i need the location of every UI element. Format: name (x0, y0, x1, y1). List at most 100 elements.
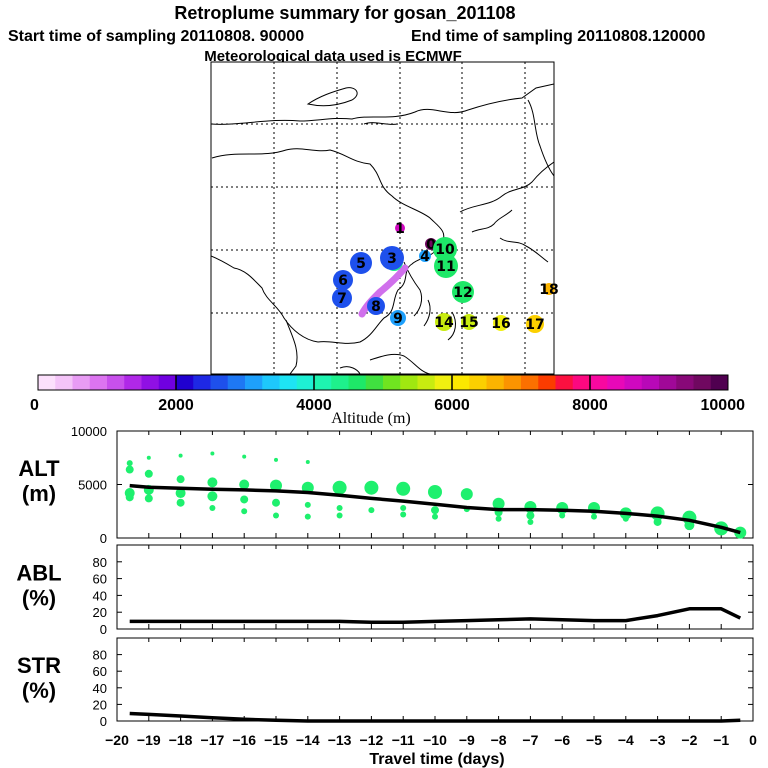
plume-marker (452, 281, 474, 303)
plume-marker (333, 270, 353, 290)
plume-marker (433, 237, 457, 261)
x-tick-label: −9 (459, 732, 475, 748)
altitude-dot (274, 457, 278, 462)
colorbar-swatch (365, 375, 384, 390)
x-tick-label: −7 (522, 732, 538, 748)
altitude-dot (270, 479, 282, 492)
altitude-dot (175, 488, 186, 499)
plume-marker-label: 15 (459, 315, 478, 331)
colorbar-swatch (314, 375, 332, 390)
colorbar-tick-label: 6000 (434, 397, 470, 414)
plume-marker-label: 3 (387, 251, 397, 267)
start-time-label: Start time of sampling 20110808. 90000 (8, 28, 304, 45)
altitude-dot (273, 512, 279, 519)
met-data-label: Meteorological data used is ECMWF (204, 48, 462, 65)
colorbar-frame (37, 374, 729, 391)
altitude-colorbar (37, 374, 729, 391)
plume-marker-label: 0 (426, 237, 436, 253)
y-tick-label: 40 (93, 588, 107, 603)
altitude-dot (622, 515, 629, 522)
panel-label-top: ALT (18, 456, 60, 481)
plume-marker-label: 11 (436, 259, 455, 275)
x-tick-label: −4 (618, 732, 634, 748)
end-time-label: End time of sampling 20110808.120000 (411, 28, 705, 45)
y-tick-label: 20 (93, 697, 107, 712)
altitude-dot (207, 491, 218, 502)
plume-marker-label: 5 (356, 256, 366, 272)
y-tick-label: 60 (93, 572, 107, 587)
plume-marker-label: 7 (337, 291, 347, 307)
x-tick-label: −1 (713, 732, 729, 748)
panel-frame (116, 637, 754, 722)
altitude-dot (368, 507, 375, 514)
colorbar-swatch (659, 375, 677, 390)
plume-marker-label: 1 (395, 221, 405, 237)
altitude-dot (556, 502, 569, 515)
altitude-dot (396, 481, 411, 496)
plume-marker (526, 315, 544, 333)
plume-marker-label: 17 (525, 317, 544, 333)
altitude-dot (125, 493, 134, 502)
map-panel: 01234567891011121415161718 (210, 61, 559, 375)
altitude-dot (241, 508, 248, 515)
colorbar-swatch (296, 375, 315, 390)
plume-marker-label: 12 (453, 285, 472, 301)
colorbar-swatch (383, 375, 401, 390)
y-tick-label: 0 (100, 531, 107, 546)
series-line (129, 711, 741, 723)
colorbar-swatch (607, 375, 625, 390)
altitude-dot (684, 520, 695, 531)
colorbar-swatch (434, 375, 453, 390)
plume-marker (419, 250, 431, 262)
altitude-dot (176, 475, 185, 484)
altitude-dot (653, 517, 662, 526)
altitude-dot (559, 512, 566, 519)
colorbar-swatch (227, 375, 246, 390)
colorbar-swatch (38, 375, 56, 390)
plume-marker-label: 14 (434, 315, 454, 331)
altitude-dot (304, 501, 311, 508)
plume-marker (461, 314, 477, 330)
x-tick-label: 0 (749, 732, 757, 748)
x-tick-label: −19 (137, 732, 161, 748)
colorbar-swatch (469, 375, 487, 390)
plume-marker (434, 254, 458, 278)
y-tick-label: 80 (93, 555, 107, 570)
altitude-dot (125, 465, 134, 474)
altitude-dot (495, 515, 502, 522)
plume-marker (367, 297, 385, 315)
altitude-dot (207, 477, 218, 488)
x-tick-label: −6 (554, 732, 570, 748)
altitude-dot (400, 511, 407, 518)
colorbar-swatch (348, 375, 367, 390)
altitude-dot (272, 498, 280, 507)
colorbar-swatch (331, 375, 349, 390)
altitude-dot (242, 454, 247, 459)
altitude-dot (336, 505, 343, 512)
x-tick-label: −11 (392, 732, 415, 748)
altitude-dot (239, 479, 250, 490)
altitude-dot (178, 453, 183, 458)
series-line (129, 483, 741, 535)
altitude-dot (428, 484, 442, 499)
colorbar-tick-label: 8000 (572, 397, 608, 414)
colorbar-swatch (555, 375, 574, 390)
colorbar-swatch (141, 375, 160, 390)
y-tick-label: 10000 (71, 424, 107, 439)
plume-marker (543, 283, 555, 295)
colorbar-swatch (486, 375, 505, 390)
altitude-dot (591, 513, 597, 520)
altitude-dot (304, 513, 311, 520)
x-tick-label: −5 (586, 732, 602, 748)
altitude-dot (240, 495, 249, 504)
colorbar-tick-label: 0 (30, 397, 39, 414)
plume-markers: 01234567891011121415161718 (332, 221, 559, 333)
y-tick-label: 40 (93, 681, 107, 696)
plume-marker (380, 246, 404, 270)
plume-marker-label: 4 (420, 249, 430, 265)
colorbar-swatch (124, 375, 142, 390)
colorbar-swatch (176, 375, 194, 390)
y-tick-label: 80 (93, 648, 107, 663)
